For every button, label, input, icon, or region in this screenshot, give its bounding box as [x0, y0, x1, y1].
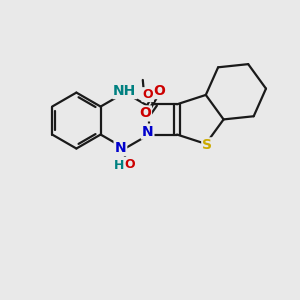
Text: NH: NH	[113, 84, 136, 98]
Text: N: N	[142, 124, 153, 139]
Text: O: O	[139, 106, 151, 120]
Text: O: O	[124, 158, 135, 171]
Text: N: N	[115, 141, 126, 155]
Text: H: H	[114, 159, 124, 172]
Text: O: O	[154, 84, 166, 98]
Text: S: S	[202, 138, 212, 152]
Text: O: O	[142, 88, 153, 101]
